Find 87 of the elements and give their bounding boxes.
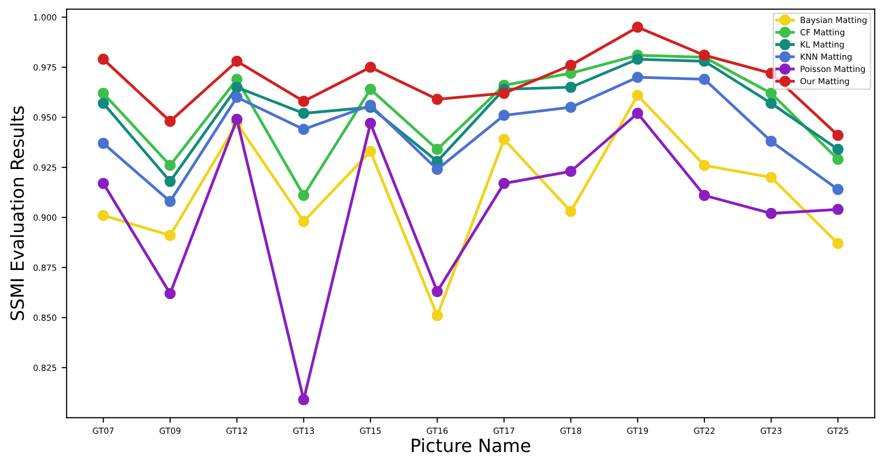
point [98, 54, 109, 65]
y-tick-label: 1.000 [34, 14, 56, 20]
point [164, 116, 176, 127]
point [632, 108, 644, 119]
legend-label: Poisson Matting [800, 66, 865, 74]
point [498, 178, 510, 189]
point [698, 74, 710, 85]
point [298, 216, 310, 227]
point [298, 108, 310, 119]
point [298, 190, 310, 201]
y-tick-label: 0.925 [34, 164, 56, 171]
point [98, 138, 109, 149]
point [231, 92, 242, 103]
y-tick-label: 0.825 [34, 364, 56, 371]
point [364, 84, 376, 95]
point [98, 88, 109, 99]
point [164, 160, 176, 171]
point [432, 310, 443, 322]
y-axis-title: SSMI Evaluation Results [10, 106, 24, 320]
point [698, 160, 710, 171]
legend-label: Baysian Matting [800, 16, 866, 25]
x-tick-label: GT19 [627, 428, 648, 434]
legend-label: KL Matting [800, 41, 844, 50]
point [766, 136, 777, 147]
point [432, 94, 443, 105]
point [498, 110, 510, 121]
point [766, 172, 777, 183]
point [632, 54, 644, 65]
x-tick-label: GT18 [560, 428, 582, 434]
point [298, 124, 310, 135]
x-tick-label: GT13 [293, 428, 314, 434]
point [832, 144, 844, 155]
point [231, 56, 242, 67]
point [98, 210, 109, 221]
point [832, 204, 844, 215]
point [832, 238, 844, 250]
point [565, 206, 576, 217]
x-tick-label: GT23 [760, 428, 782, 434]
point [298, 96, 310, 107]
point [98, 98, 109, 109]
point [565, 60, 576, 71]
y-tick-label: 0.850 [34, 314, 56, 321]
y-tick-label: 0.950 [34, 114, 56, 121]
point [632, 22, 644, 33]
point [832, 130, 844, 141]
legend-label: KNN Matting [800, 53, 852, 62]
point [98, 178, 109, 189]
point [164, 230, 176, 242]
point [766, 88, 777, 99]
point [164, 176, 176, 187]
point [565, 82, 576, 93]
point [632, 90, 644, 101]
legend-label: CF Matting [800, 28, 844, 37]
point [498, 88, 510, 99]
point [832, 184, 844, 195]
y-tick-label: 0.975 [34, 64, 56, 71]
point [632, 72, 644, 83]
point [164, 196, 176, 207]
point [766, 98, 777, 109]
point [298, 394, 310, 406]
y-tick-label: 0.875 [34, 264, 56, 271]
point [432, 286, 443, 298]
point [231, 82, 242, 93]
point [565, 166, 576, 177]
x-tick-label: GT22 [694, 428, 714, 434]
point [432, 144, 443, 155]
point [364, 62, 376, 73]
point [498, 134, 510, 145]
point [698, 190, 710, 201]
x-tick-label: GT09 [160, 428, 180, 434]
x-tick-label: GT16 [426, 428, 448, 434]
x-tick-label: GT25 [827, 428, 848, 434]
x-axis-title: Picture Name [412, 438, 530, 452]
point [231, 114, 242, 125]
point [832, 154, 844, 165]
x-tick-label: GT12 [226, 428, 247, 434]
legend-label: Our Matting [800, 78, 849, 86]
x-tick-label: GT07 [92, 428, 114, 434]
x-tick-label: GT15 [360, 428, 381, 434]
point [432, 164, 443, 175]
y-tick-label: 0.900 [34, 214, 56, 221]
x-tick-label: GT17 [494, 428, 514, 434]
point [364, 146, 376, 157]
point [164, 288, 176, 300]
point [565, 102, 576, 113]
point [364, 118, 376, 129]
point [766, 208, 777, 219]
